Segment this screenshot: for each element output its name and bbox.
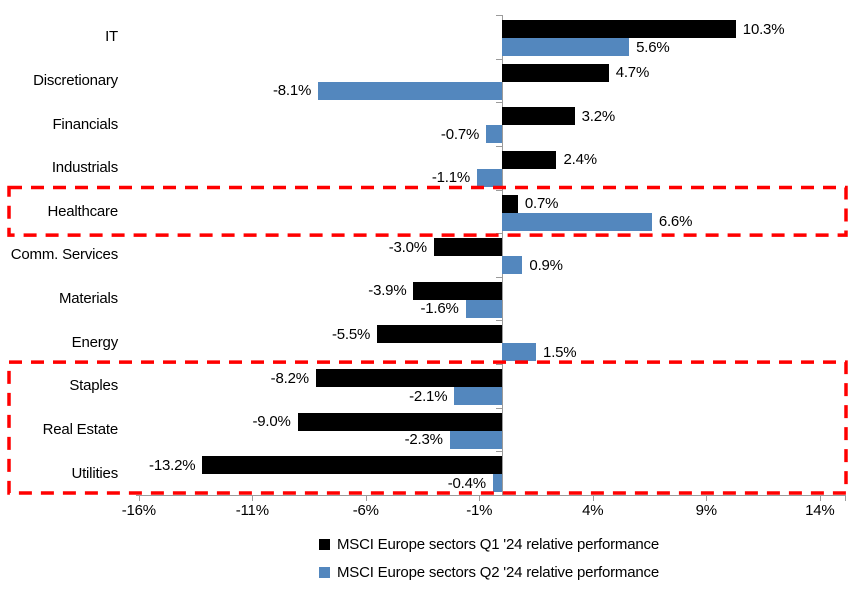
y-axis-tick xyxy=(496,320,503,322)
bar-q2 xyxy=(477,168,502,187)
category-label: Staples xyxy=(69,377,118,395)
x-axis-tick xyxy=(252,495,254,501)
category-label: Healthcare xyxy=(47,202,118,220)
category-label: Discretionary xyxy=(33,71,118,89)
bar-value-label: -8.2% xyxy=(270,369,309,387)
bar-q2 xyxy=(502,212,652,231)
x-axis-tick-label: -11% xyxy=(235,502,269,519)
category-label: Industrials xyxy=(51,159,118,177)
bar-value-label: 6.6% xyxy=(658,213,693,231)
bar-q1 xyxy=(413,281,502,300)
bar-value-label: -0.4% xyxy=(447,474,486,492)
bar-value-label: -8.1% xyxy=(272,82,312,100)
category-label: Energy xyxy=(71,333,119,351)
bar-value-label: -2.1% xyxy=(409,387,448,405)
legend-label-q2: MSCI Europe sectors Q2 '24 relative perf… xyxy=(337,563,659,581)
bar-q2 xyxy=(318,81,502,100)
legend: MSCI Europe sectors Q1 '24 relative perf… xyxy=(133,533,845,583)
bar-q2 xyxy=(502,256,523,275)
bar-value-label: -9.0% xyxy=(252,413,291,431)
y-axis-tick xyxy=(496,276,503,278)
y-axis-line xyxy=(502,15,503,495)
bar-q1 xyxy=(502,63,609,82)
bar-value-label: -1.1% xyxy=(431,169,471,187)
bar-value-label: 1.5% xyxy=(543,343,577,361)
bar-value-label: -3.9% xyxy=(368,282,407,300)
bar-value-label: -1.6% xyxy=(420,300,459,318)
bar-q2 xyxy=(502,343,537,362)
bar-value-label: -3.0% xyxy=(388,238,427,256)
bar-q1 xyxy=(202,456,502,475)
y-axis-tick xyxy=(496,451,503,453)
category-label: Comm. Services xyxy=(10,246,118,264)
bar-q2 xyxy=(465,299,502,318)
x-axis-tick xyxy=(138,495,140,501)
bar-value-label: -5.5% xyxy=(331,325,371,343)
x-axis-end-tick xyxy=(845,495,846,501)
bar-q1 xyxy=(502,107,575,126)
bar-q2 xyxy=(449,430,502,449)
bar-q1 xyxy=(433,238,502,257)
category-label: IT xyxy=(105,28,118,46)
category-label: Financials xyxy=(52,115,118,133)
bar-value-label: 2.4% xyxy=(563,151,597,169)
bar-q1 xyxy=(502,150,557,169)
x-axis-tick-label: -1% xyxy=(466,502,493,519)
bar-q2 xyxy=(454,387,502,406)
legend-label-q1: MSCI Europe sectors Q1 '24 relative perf… xyxy=(337,535,659,553)
bar-value-label: 3.2% xyxy=(581,107,616,125)
x-axis-line xyxy=(136,495,845,496)
legend-swatch-q1-icon xyxy=(319,538,331,550)
y-axis-tick xyxy=(496,189,503,191)
y-axis-tick xyxy=(496,233,503,235)
bar-q2 xyxy=(486,125,502,144)
legend-item-q1: MSCI Europe sectors Q1 '24 relative perf… xyxy=(319,533,659,555)
x-axis-tick xyxy=(479,495,481,501)
x-axis-tick xyxy=(706,495,708,501)
bar-value-label: 10.3% xyxy=(742,20,785,38)
legend-item-q2: MSCI Europe sectors Q2 '24 relative perf… xyxy=(319,561,659,583)
x-axis-tick xyxy=(365,495,367,501)
category-label: Real Estate xyxy=(42,421,119,439)
bar-q1 xyxy=(377,325,502,344)
x-axis-tick xyxy=(819,495,821,501)
bar-value-label: 5.6% xyxy=(636,38,670,56)
bar-value-label: -13.2% xyxy=(149,456,196,474)
y-axis-tick xyxy=(496,58,503,60)
y-axis-tick xyxy=(496,364,503,366)
y-axis-tick xyxy=(496,15,503,16)
bar-q1 xyxy=(315,369,502,388)
x-axis-tick xyxy=(592,495,594,501)
x-axis-tick-label: 9% xyxy=(695,502,717,519)
bar-value-label: 4.7% xyxy=(615,64,650,82)
bar-q2 xyxy=(502,38,630,56)
y-axis-tick xyxy=(496,145,503,147)
bar-q1 xyxy=(502,194,518,213)
y-axis-tick xyxy=(496,407,503,409)
bar-value-label: 0.9% xyxy=(529,256,563,274)
y-axis-tick xyxy=(496,102,503,104)
x-axis-tick-label: 4% xyxy=(582,502,604,519)
category-label: Utilities xyxy=(71,464,118,482)
bar-value-label: 0.7% xyxy=(524,195,559,213)
bar-value-label: -2.3% xyxy=(404,431,443,449)
bar-value-label: -0.7% xyxy=(440,125,480,143)
bar-q1 xyxy=(297,412,502,431)
legend-swatch-q2-icon xyxy=(319,566,331,578)
bar-q1 xyxy=(502,20,736,38)
highlight-box-healthcare xyxy=(7,185,848,237)
x-axis-tick-label: -6% xyxy=(352,502,379,519)
bar-q2 xyxy=(492,474,502,493)
x-axis-tick-label: -16% xyxy=(121,502,156,519)
category-label: Materials xyxy=(58,290,118,308)
x-axis-tick-label: 14% xyxy=(805,502,835,519)
